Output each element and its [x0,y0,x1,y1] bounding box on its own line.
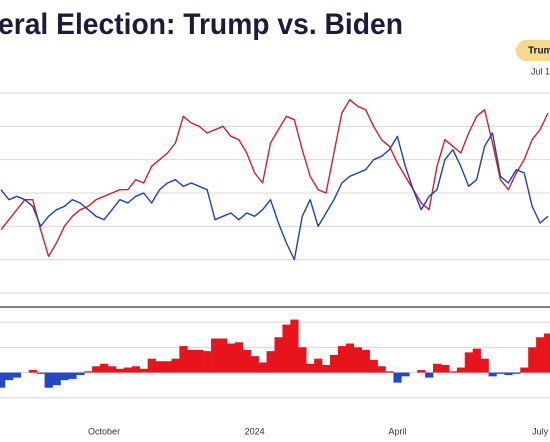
spread-bar [361,349,370,373]
series-line [0,132,549,261]
legend-badge [516,40,550,61]
spread-bar [322,365,331,373]
spread-bar [448,371,458,373]
spread-bar [131,366,141,373]
spread-bar [234,342,244,373]
x-tick-label: July [532,426,549,436]
spread-bar [425,372,434,378]
spread-bar [544,333,550,373]
spread-bar [179,346,188,373]
spread-bar [306,363,315,373]
spread-bar [100,363,109,373]
chart-title: eral Election: Trump vs. Biden [0,8,403,41]
spread-bar [36,372,45,374]
spread-bar [369,359,378,373]
spread-bar [520,367,529,373]
spread-bar [353,347,363,373]
spread-bar [12,372,22,378]
spread-bar [139,368,148,373]
spread-bar [123,367,133,373]
spread-bar [488,372,497,377]
spread-bar [108,366,117,373]
spread-bar [417,370,426,373]
series-line [0,98,549,258]
legend-label: Trum [528,46,550,57]
spread-bar [456,367,466,373]
spread-bar [4,372,14,381]
spread-bar [298,347,307,373]
spread-bar [250,356,259,373]
date-label: Jul 1 [531,66,550,76]
spread-bar [44,372,53,388]
spread-bar [528,347,537,373]
spread-bar [242,349,252,373]
spread-bar [163,361,172,373]
spread-bar [171,358,180,373]
spread-bar [28,370,37,373]
spread-bar [393,372,402,383]
spread-bar [337,346,347,373]
spread-bar [68,372,77,379]
spread-bar [401,372,410,377]
spread-bar [536,337,545,373]
x-tick-label: October [88,426,120,436]
spread-bar [433,363,442,373]
spread-bar [258,362,267,373]
spread-bar [504,372,513,376]
spread-bar [211,338,220,373]
spread-bar [0,372,6,388]
spread-bar [92,366,101,373]
spread-bar [203,351,212,373]
spread-bar [274,337,283,373]
spread-bar [147,358,156,373]
spread-bar [512,372,521,374]
spread-bar [76,372,85,376]
spread-bar [84,371,93,373]
spread-bar [480,358,489,373]
spread-bar [226,343,236,373]
spread-bar [60,372,69,381]
spread-bar [440,365,450,373]
spread-bar [115,368,125,373]
spread-bar [377,366,386,373]
spread-bar [187,349,196,373]
spread-bar [472,348,481,373]
spread-bar [290,319,299,373]
spread-bar [385,371,394,373]
spread-bar [314,358,323,373]
spread-bar [219,338,228,373]
spread-bar [266,351,275,373]
spread-bar [282,324,291,373]
spread-bar [52,372,61,386]
spread-bar [345,343,355,373]
spread-bar [464,352,473,373]
x-tick-label: 2024 [245,426,265,436]
spread-bar [155,361,164,373]
spread-bar [329,354,339,373]
x-tick-label: April [388,426,406,436]
spread-bar [195,349,204,373]
spread-bar [496,372,505,374]
